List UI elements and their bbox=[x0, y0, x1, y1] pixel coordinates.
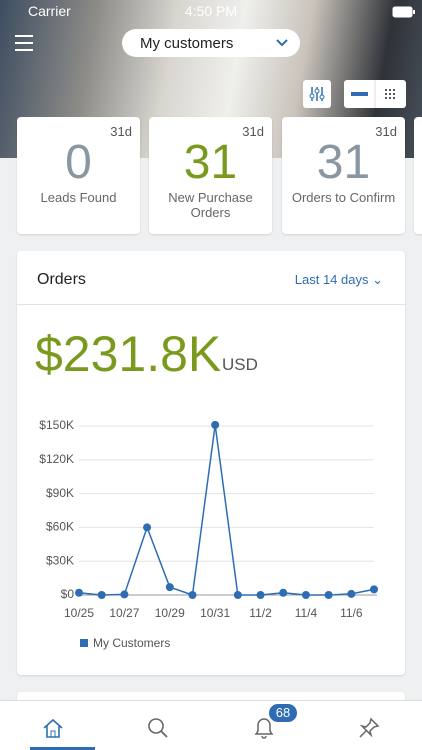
pins-tab[interactable] bbox=[358, 717, 380, 739]
menu-button[interactable] bbox=[15, 34, 35, 52]
notifications-tab[interactable] bbox=[252, 715, 276, 741]
legend-label: My Customers bbox=[93, 636, 170, 650]
data-point bbox=[256, 591, 265, 599]
active-indicator bbox=[30, 747, 95, 750]
kpi-label: Orders to Confirm bbox=[291, 190, 396, 205]
y-tick-label: $60K bbox=[46, 520, 74, 534]
x-tick-label: 11/6 bbox=[340, 606, 363, 620]
data-point bbox=[347, 589, 356, 598]
kpi-period: 31d bbox=[242, 124, 264, 139]
y-tick-label: $0 bbox=[61, 587, 75, 601]
legend-swatch bbox=[80, 639, 88, 647]
x-tick-label: 11/2 bbox=[249, 606, 272, 620]
kpi-label: Leads Found bbox=[40, 190, 117, 205]
next-kpi-card[interactable] bbox=[414, 117, 422, 234]
data-point bbox=[143, 523, 152, 532]
data-point bbox=[279, 588, 288, 597]
kpi-value: 31 bbox=[183, 136, 238, 189]
orders-title: Orders bbox=[37, 271, 86, 288]
data-point bbox=[120, 590, 129, 599]
x-tick-label: 11/4 bbox=[295, 606, 318, 620]
orders-card: Orders Last 14 days ⌄ $231.8K USD bbox=[17, 251, 405, 675]
y-tick-label: $150K bbox=[39, 418, 74, 432]
kpi-period: 31d bbox=[375, 124, 397, 139]
data-point bbox=[165, 583, 174, 592]
kpi-card[interactable]: 31d 31 Orders to Confirm bbox=[282, 117, 405, 234]
view-buttons[interactable] bbox=[303, 80, 406, 108]
home-tab[interactable] bbox=[42, 717, 64, 739]
battery bbox=[392, 6, 415, 18]
chevron bbox=[276, 39, 288, 47]
selector-text: My customers bbox=[140, 35, 234, 52]
customer-selector[interactable]: My customers bbox=[122, 29, 300, 57]
y-tick-label: $120K bbox=[39, 452, 74, 466]
data-point bbox=[370, 585, 378, 594]
kpi-card[interactable]: 31d 0 Leads Found bbox=[17, 117, 140, 234]
x-tick-label: 10/31 bbox=[200, 606, 230, 620]
search-tab[interactable] bbox=[147, 717, 169, 739]
data-point bbox=[324, 591, 333, 599]
data-point bbox=[75, 588, 83, 597]
kpi-value: 31 bbox=[316, 136, 371, 189]
bottom-nav: 68 bbox=[0, 700, 422, 750]
carrier: Carrier bbox=[28, 3, 71, 19]
y-tick-label: $30K bbox=[46, 553, 74, 567]
currency: USD bbox=[222, 355, 258, 374]
range-text: Last 14 days bbox=[294, 272, 369, 287]
kpi-label: New Purchase Orders bbox=[168, 190, 253, 220]
orders-chart: $0 $30K $60K $90K $120K $150K 10/25 10/27 10/29 1… bbox=[39, 418, 378, 650]
data-point bbox=[301, 591, 310, 599]
x-tick-label: 10/27 bbox=[109, 606, 139, 620]
data-point bbox=[211, 420, 220, 429]
x-tick-label: 10/29 bbox=[155, 606, 185, 620]
data-point bbox=[188, 591, 197, 599]
series-line bbox=[78, 424, 375, 597]
kpi-period: 31d bbox=[110, 124, 132, 139]
orders-total: $231.8K bbox=[35, 326, 222, 382]
notification-badge: 68 bbox=[269, 704, 297, 722]
range-selector[interactable]: Last 14 days ⌄ bbox=[294, 272, 383, 287]
kpi-value: 0 bbox=[65, 136, 92, 189]
y-tick-label: $90K bbox=[46, 486, 74, 500]
x-tick-label: 10/25 bbox=[64, 606, 94, 620]
kpi-card[interactable]: 31d 31 New Purchase Orders bbox=[149, 117, 272, 234]
clock: 4:50 PM bbox=[184, 3, 238, 19]
data-point bbox=[233, 591, 242, 599]
divider bbox=[17, 304, 405, 305]
data-point bbox=[97, 591, 106, 599]
